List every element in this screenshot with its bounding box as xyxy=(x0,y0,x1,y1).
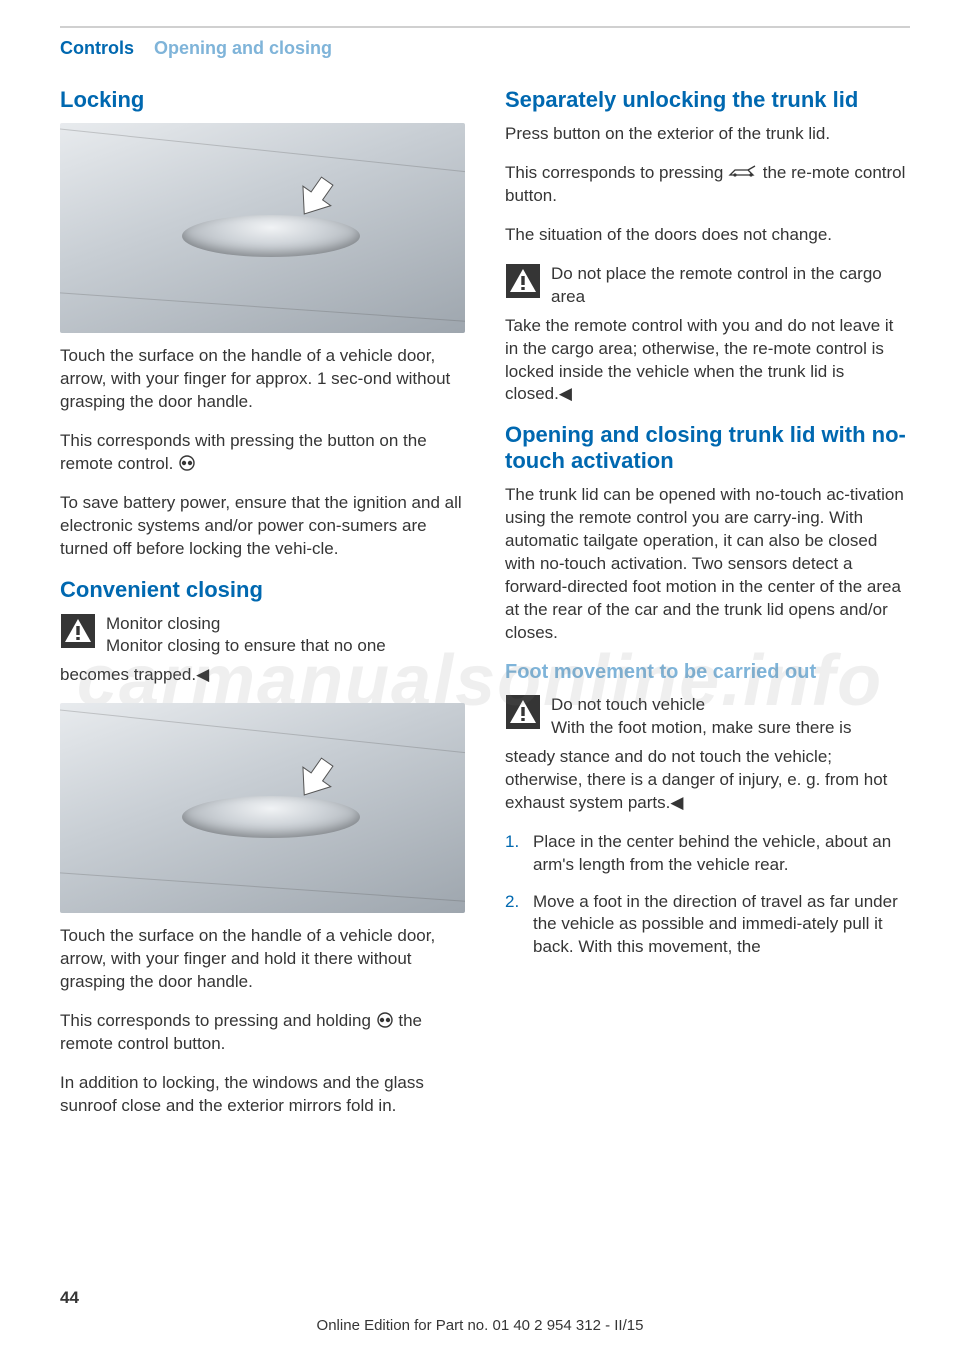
heading-convenient-closing: Convenient closing xyxy=(60,577,465,603)
down-arrow-icon xyxy=(287,754,341,808)
heading-separately-unlocking: Separately unlocking the trunk lid xyxy=(505,87,910,113)
trunk-button-icon xyxy=(728,165,758,179)
warn-foot-line1: Do not touch vehicle xyxy=(551,695,705,714)
header-tab-opening: Opening and closing xyxy=(154,38,332,59)
notouch-para-1: The trunk lid can be opened with no-touc… xyxy=(505,484,910,645)
figure-body-line-2 xyxy=(60,289,465,327)
warning-triangle-icon xyxy=(505,263,541,299)
warn-line1: Monitor closing xyxy=(106,614,220,633)
warning-triangle-icon xyxy=(60,613,96,649)
convenient-para-2: This corresponds to pressing and holding… xyxy=(60,1010,465,1056)
warn-monitor-continue: becomes trapped.◀ xyxy=(60,664,465,687)
list-item: 2. Move a foot in the direction of trave… xyxy=(505,891,910,960)
warn-foot: Do not touch vehicle With the foot motio… xyxy=(505,694,910,740)
heading-foot-movement: Foot movement to be carried out xyxy=(505,661,910,684)
warn-cargo-text: Do not place the remote control in the c… xyxy=(551,263,910,309)
figure-door-handle-2 xyxy=(60,703,465,913)
manual-page: Controls Opening and closing Locking Tou… xyxy=(0,0,960,1174)
step-2-text: Move a foot in the direction of travel a… xyxy=(533,892,898,957)
header-tab-controls: Controls xyxy=(60,38,134,59)
figure-body-line xyxy=(60,705,465,761)
warn-cargo-area: Do not place the remote control in the c… xyxy=(505,263,910,309)
lock-button-icon xyxy=(178,455,196,471)
convenient-para-2a: This corresponds to pressing and holding xyxy=(60,1011,376,1030)
sep-para-3: The situation of the doors does not chan… xyxy=(505,224,910,247)
sep-para-2: This corresponds to pressing the re‐mote… xyxy=(505,162,910,208)
warn-cargo-continue: Take the remote control with you and do … xyxy=(505,315,910,407)
right-column: Separately unlocking the trunk lid Press… xyxy=(505,87,910,1134)
foot-steps-list: 1. Place in the center behind the vehicl… xyxy=(505,831,910,960)
convenient-para-3: In addition to locking, the windows and … xyxy=(60,1072,465,1118)
locking-para-3: To save battery power, ensure that the i… xyxy=(60,492,465,561)
figure-door-handle-1 xyxy=(60,123,465,333)
step-number-2: 2. xyxy=(505,891,519,914)
footer-edition: Online Edition for Part no. 01 40 2 954 … xyxy=(0,1317,960,1334)
warn-cargo-line1: Do not place the remote control in the c… xyxy=(551,264,882,306)
convenient-para-1: Touch the surface on the handle of a veh… xyxy=(60,925,465,994)
figure-body-line xyxy=(60,125,465,181)
lock-button-icon xyxy=(376,1012,394,1028)
figure-body-line-2 xyxy=(60,870,465,908)
warn-foot-line2: With the foot motion, make sure there is xyxy=(551,718,851,737)
content-columns: Locking Touch the surface on the handle … xyxy=(60,87,910,1134)
locking-para-1: Touch the surface on the handle of a veh… xyxy=(60,345,465,414)
down-arrow-icon xyxy=(287,173,341,227)
warning-triangle-icon xyxy=(505,694,541,730)
locking-para-2a: This corresponds with pressing the butto… xyxy=(60,431,427,473)
warn-monitor-closing: Monitor closing Monitor closing to ensur… xyxy=(60,613,465,659)
sep-para-1: Press button on the exterior of the trun… xyxy=(505,123,910,146)
page-number: 44 xyxy=(60,1288,79,1308)
locking-para-2: This corresponds with pressing the butto… xyxy=(60,430,465,476)
heading-notouch: Opening and closing trunk lid with no-to… xyxy=(505,422,910,474)
heading-locking: Locking xyxy=(60,87,465,113)
warn-monitor-text: Monitor closing Monitor closing to ensur… xyxy=(106,613,386,659)
page-header: Controls Opening and closing xyxy=(60,26,910,59)
left-column: Locking Touch the surface on the handle … xyxy=(60,87,465,1134)
step-1-text: Place in the center behind the vehicle, … xyxy=(533,832,891,874)
warn-foot-text: Do not touch vehicle With the foot motio… xyxy=(551,694,851,740)
step-number-1: 1. xyxy=(505,831,519,854)
warn-line2: Monitor closing to ensure that no one xyxy=(106,636,386,655)
list-item: 1. Place in the center behind the vehicl… xyxy=(505,831,910,877)
warn-foot-continue: steady stance and do not touch the vehic… xyxy=(505,746,910,815)
sep-para-2a: This corresponds to pressing xyxy=(505,163,728,182)
